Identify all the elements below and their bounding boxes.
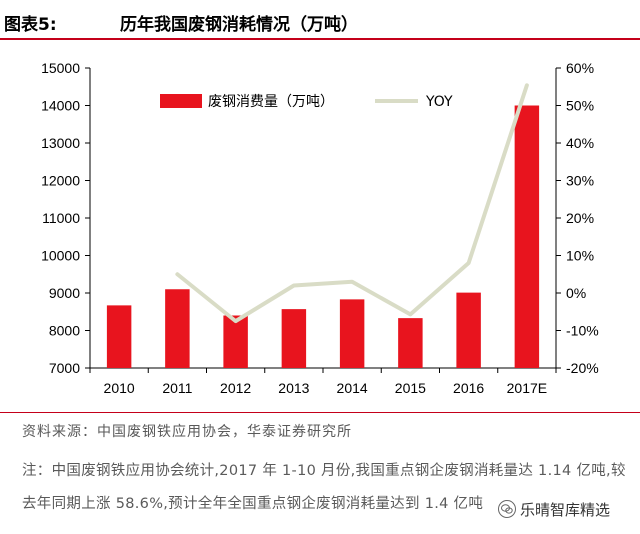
bar [514,105,540,368]
y-tick-label-left: 14000 [41,98,80,114]
watermark-text: 乐晴智库精选 [520,500,611,519]
source-note: 资料来源：中国废钢铁应用协会，华泰证券研究所 [22,424,352,440]
y-tick-label-left: 7000 [49,360,80,376]
x-tick-label: 2010 [104,380,135,396]
y-tick-label-right: 10% [566,248,594,264]
x-tick-label: 2011 [162,380,192,396]
y-tick-label-left: 10000 [41,248,80,264]
footnote: 注：中国废钢铁应用协会统计,2017 年 1-10 月份,我国重点钢企废钢消耗量… [22,463,626,512]
y-tick-label-left: 15000 [41,60,80,76]
bar [339,299,365,368]
y-tick-label-right: 30% [566,173,594,189]
x-tick-label: 2013 [278,380,309,396]
wechat-icon [498,500,516,518]
x-tick-label: 2014 [337,380,368,396]
y-tick-label-left: 12000 [41,173,80,189]
bar [106,305,132,368]
y-tick-label-right: 0% [566,285,586,301]
bar [223,315,248,368]
bar [456,292,481,368]
chart-title: 历年我国废钢消耗情况（万吨） [120,15,358,35]
y-tick-label-right: -20% [566,360,599,376]
figure-label: 图表5: [4,15,57,35]
x-tick-label: 2017E [507,380,547,396]
y-tick-label-left: 8000 [49,323,80,339]
legend-label-bar: 废钢消费量（万吨） [208,94,334,110]
x-tick-label: 2016 [453,380,484,396]
header-divider [0,38,640,40]
legend-label-line: YOY [425,94,453,110]
y-tick-label-right: 20% [566,210,594,226]
y-tick-label-left: 11000 [42,210,80,226]
bar [165,289,190,368]
x-tick-label: 2015 [395,380,426,396]
chart-area: 7000 8000 9000 10000 11000 12000 13000 14000 150… [41,60,599,396]
watermark: 乐晴智库精选 [494,496,615,522]
y-tick-label-right: -10% [566,323,599,339]
footer-divider [0,412,640,413]
x-tick-label: 2012 [220,380,251,396]
chart-header: 图表5: 历年我国废钢消耗情况（万吨） [0,0,640,38]
y-tick-label-right: 40% [566,135,594,151]
legend-swatch-bar [160,94,202,108]
bar [398,318,423,368]
y-tick-label-left: 9000 [49,285,80,301]
y-tick-label-right: 60% [566,60,594,76]
bar [281,309,307,368]
yoy-line [175,83,529,324]
y-tick-label-right: 50% [566,98,594,114]
y-tick-label-left: 13000 [41,135,80,151]
